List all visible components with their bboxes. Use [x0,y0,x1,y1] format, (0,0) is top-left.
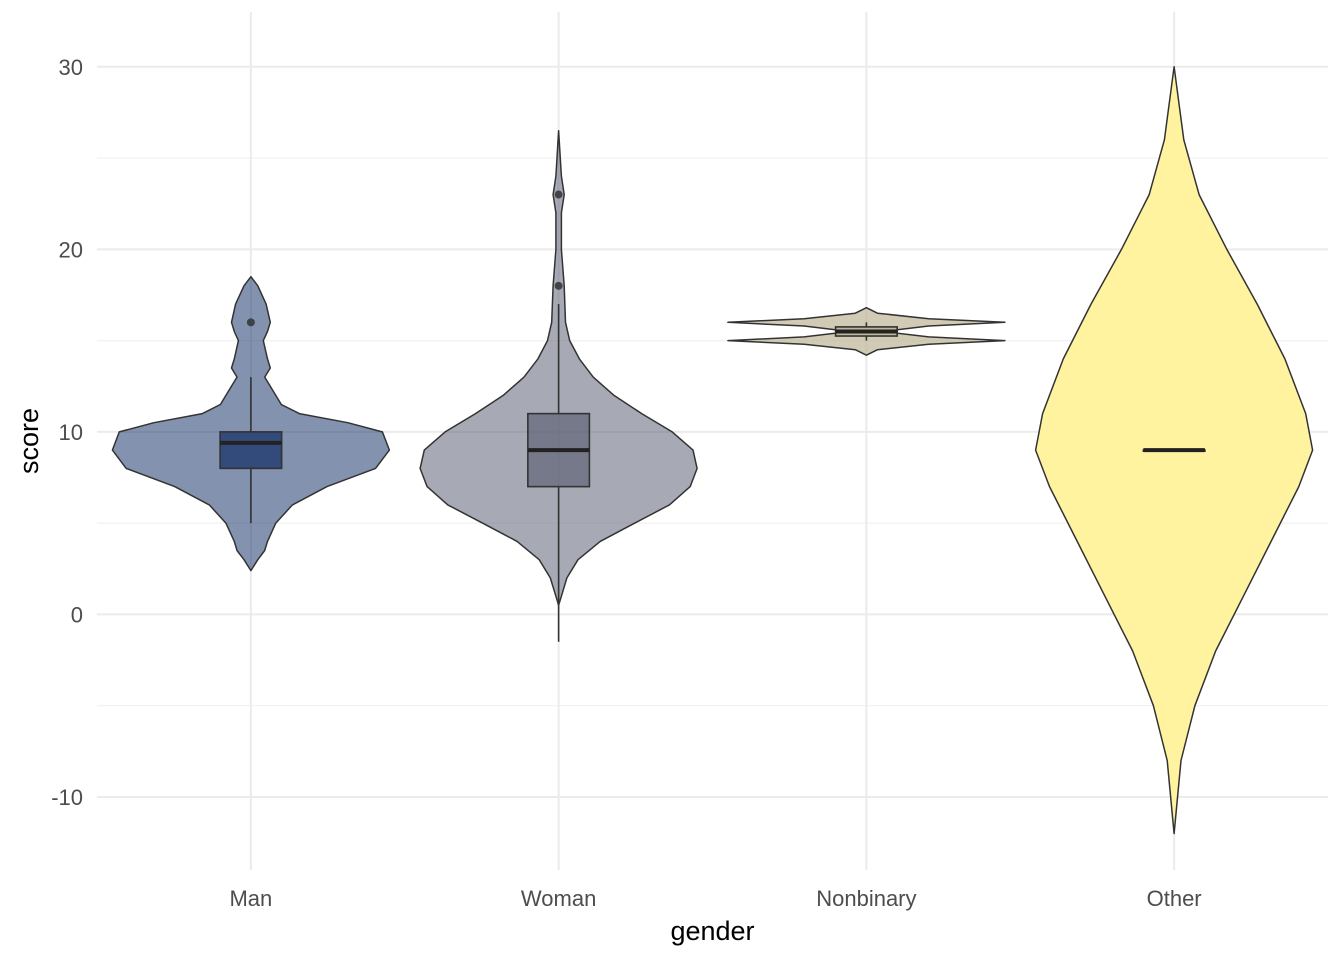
x-tick-label: Other [1147,886,1202,911]
x-tick-label: Man [229,886,272,911]
y-tick-label: -10 [51,785,83,810]
y-tick-label: 30 [59,55,83,80]
x-tick-label: Woman [521,886,596,911]
outlier-point [554,281,563,290]
y-axis-title: score [14,408,44,474]
y-tick-label: 20 [59,237,83,262]
x-axis-title: gender [670,916,754,946]
axes: -10 0 10 20 30 Man Woman Nonbinary Other [51,55,1201,911]
x-tick-label: Nonbinary [816,886,916,911]
box-man [219,431,283,470]
plot-marks [111,66,1314,835]
outlier-point [246,318,255,327]
y-tick-label: 0 [71,602,83,627]
outlier-point [554,190,563,199]
y-tick-label: 10 [59,420,83,445]
